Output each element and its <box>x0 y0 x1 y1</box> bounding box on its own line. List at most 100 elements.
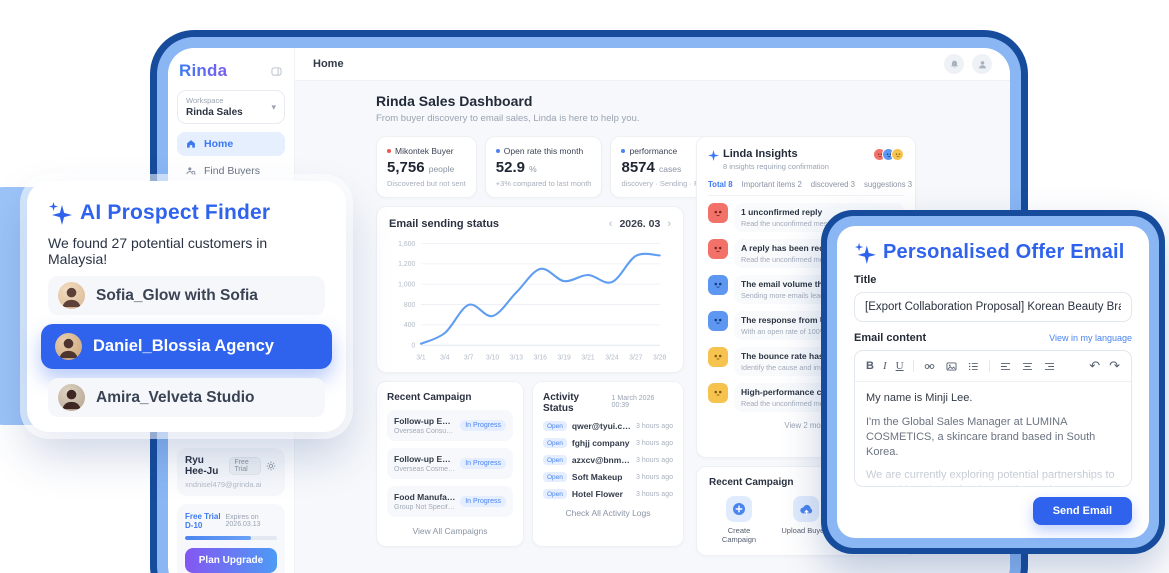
insight-item[interactable]: High-performance campaign d Read the unco… <box>708 383 904 412</box>
plan-upgrade-button[interactable]: Plan Upgrade <box>185 548 277 573</box>
svg-text:3/10: 3/10 <box>486 354 500 361</box>
svg-text:800: 800 <box>404 302 416 309</box>
user-email: xndnisel479@grinda.ai <box>185 480 262 489</box>
activity-status-card: Activity Status 1 March 2026 00:39 Open q… <box>532 381 684 547</box>
tab-total[interactable]: Total 8 <box>708 180 733 189</box>
svg-text:400: 400 <box>404 322 416 329</box>
email-title-input[interactable] <box>854 292 1132 322</box>
profile-avatar-button[interactable] <box>972 54 992 74</box>
prospect-item-daniel-selected[interactable]: Daniel_Blossia Agency <box>41 324 332 369</box>
tab-important-items[interactable]: Important items 2 <box>741 180 802 189</box>
align-right-button[interactable] <box>1043 360 1056 373</box>
campaign-row[interactable]: Follow-up Email for... Overseas Consumer … <box>387 410 513 441</box>
activity-time: 3 hours ago <box>636 456 673 464</box>
avatar <box>55 333 82 360</box>
sidebar-item-find-buyers[interactable]: Find Buyers <box>177 159 285 183</box>
activity-name: fghjj company <box>571 438 630 448</box>
insights-subtitle: 8 insights requiring confirmation <box>723 162 829 171</box>
view-all-campaigns-link[interactable]: View All Campaigns <box>412 526 488 536</box>
svg-text:3/19: 3/19 <box>558 354 572 361</box>
user-name: Ryu Hee-Ju <box>185 455 219 477</box>
sparkle-icon <box>48 201 72 225</box>
prev-month-button[interactable]: ‹ <box>608 218 613 230</box>
insight-title: The response from UK buyers <box>741 315 863 325</box>
tab-discovered[interactable]: discovered 3 <box>810 180 856 189</box>
stat-sub: discovery · Sending · Response <box>621 179 728 188</box>
stat-value: 5,756 <box>387 159 425 176</box>
open-badge: Open <box>543 421 567 431</box>
prospect-name: Amira_Velveta Studio <box>96 388 255 406</box>
campaign-row[interactable]: Follow-up Email for... Overseas Cosmetics… <box>387 448 513 479</box>
view-more-link[interactable]: View 2 more <box>784 421 828 430</box>
align-center-button[interactable] <box>1021 360 1034 373</box>
send-email-button[interactable]: Send Email <box>1032 497 1132 525</box>
activity-name: qwer@tyui.co.uk <box>571 421 631 431</box>
cloud-upload-icon <box>799 504 812 515</box>
underline-button[interactable]: U <box>895 360 904 372</box>
trial-progress-bar <box>185 536 252 540</box>
prospect-name: Sofia_Glow with Sofia <box>96 286 258 304</box>
email-sending-status-card: Email sending status ‹ 2026. 03 › 0 400 80… <box>376 206 684 373</box>
bullet-list-button[interactable] <box>967 360 980 373</box>
next-month-button[interactable]: › <box>667 218 671 230</box>
section-title: Activity Status <box>543 392 580 414</box>
email-paragraph: My name is Minji Lee. <box>866 392 973 404</box>
sidebar-collapse-button[interactable] <box>270 65 283 78</box>
svg-text:3/4: 3/4 <box>440 354 450 361</box>
bell-icon <box>950 60 958 68</box>
workspace-label: Workspace <box>186 96 224 105</box>
stat-card-open-rate: Open rate this month 52.9 % +3% compared… <box>484 136 603 198</box>
prospect-finder-title: AI Prospect Finder <box>80 201 271 224</box>
activity-name: azxcv@bnmgd <box>571 455 632 465</box>
svg-text:3/27: 3/27 <box>629 354 643 361</box>
activity-row[interactable]: Open qwer@tyui.co.uk 3 hours ago <box>543 421 673 431</box>
home-icon <box>185 138 197 150</box>
topbar: Home <box>295 48 1010 81</box>
prospect-item-sofia[interactable]: Sofia_Glow with Sofia <box>48 276 325 315</box>
activity-row[interactable]: Open Soft Makeup 3 hours ago <box>543 472 673 482</box>
insight-title: The email volume this month h <box>741 279 866 289</box>
open-badge: Open <box>543 472 567 482</box>
stat-value: 52.9 <box>495 159 525 176</box>
create-campaign-button[interactable]: Create Campaign <box>713 496 765 545</box>
image-button[interactable] <box>945 360 958 373</box>
blue-dot-icon <box>621 149 626 153</box>
insight-desc: Read the unconfirmed message and reply..… <box>741 219 850 228</box>
tab-suggestions[interactable]: suggestions 3 <box>864 180 913 189</box>
check-activity-logs-link[interactable]: Check All Activity Logs <box>565 508 651 518</box>
activity-row[interactable]: Open Hotel Flower 3 hours ago <box>543 489 673 499</box>
status-badge: In Progress <box>460 496 506 507</box>
stat-label: Mikontek Buyer <box>395 146 454 156</box>
list-icon <box>968 362 978 370</box>
view-in-my-language-link[interactable]: View in my language <box>1049 333 1132 343</box>
redo-button[interactable]: ↷ <box>1109 358 1120 373</box>
link-button[interactable] <box>923 360 936 373</box>
campaign-row[interactable]: Food Manufacturing... Group Not Specified… <box>387 486 513 517</box>
prospect-item-amira[interactable]: Amira_Velveta Studio <box>48 378 325 417</box>
workspace-selector[interactable]: Workspace Rinda Sales ▾ <box>177 90 285 124</box>
undo-button[interactable]: ↶ <box>1089 358 1101 373</box>
activity-row[interactable]: Open azxcv@bnmgd 3 hours ago <box>543 455 673 465</box>
activity-row[interactable]: Open fghjj company 3 hours ago <box>543 438 673 448</box>
email-body-editor[interactable]: My name is Minji Lee. I'm the Global Sal… <box>855 382 1131 486</box>
svg-text:0: 0 <box>411 343 415 350</box>
section-title: Recent Campaign <box>709 477 794 488</box>
settings-gear-button[interactable] <box>265 460 277 472</box>
align-left-icon <box>1000 362 1010 370</box>
stats-row: Mikontek Buyer 5,756 people Discovered b… <box>376 136 739 198</box>
stat-unit: cases <box>659 164 682 174</box>
sidebar-item-home[interactable]: Home <box>177 132 285 156</box>
sparkle-icon <box>854 242 876 264</box>
stat-label: Open rate this month <box>503 146 584 156</box>
insight-title: 1 unconfirmed reply <box>741 207 823 217</box>
title-field-label: Title <box>854 274 877 286</box>
notifications-button[interactable] <box>944 54 964 74</box>
stat-label: performance <box>629 146 678 156</box>
bold-button[interactable]: B <box>866 360 874 372</box>
upload-buyers-button[interactable]: Upload Buyers <box>780 496 832 545</box>
email-content-label: Email content <box>854 332 927 344</box>
quick-action-label: Upload Buyers <box>781 526 831 535</box>
align-left-button[interactable] <box>999 360 1012 373</box>
breadcrumb[interactable]: Home <box>313 58 344 70</box>
italic-button[interactable]: I <box>882 360 887 372</box>
